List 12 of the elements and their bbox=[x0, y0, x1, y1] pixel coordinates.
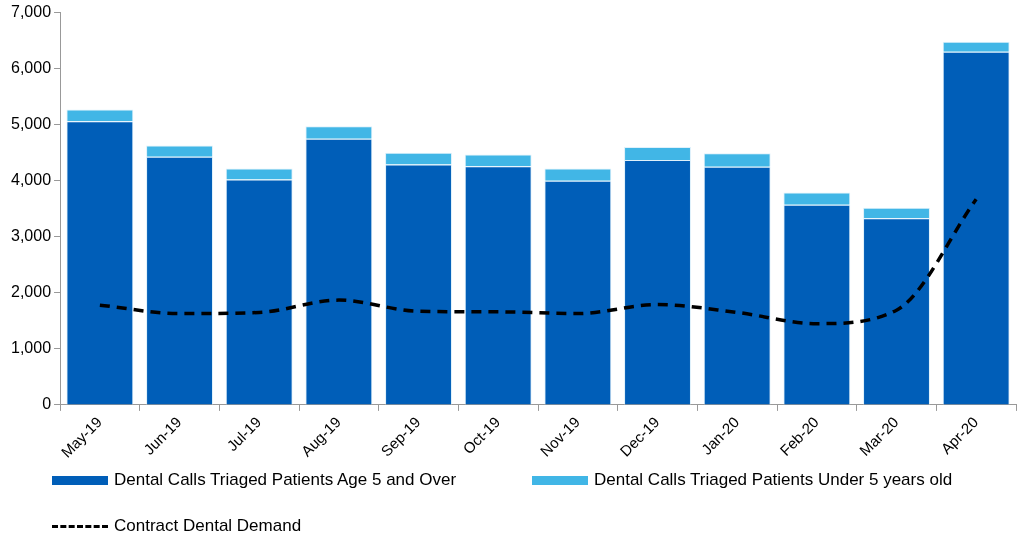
legend-label: Dental Calls Triaged Patients Age 5 and Over bbox=[114, 470, 457, 490]
legend-label: Dental Calls Triaged Patients Under 5 years old bbox=[594, 470, 953, 490]
y-tick-label: 5,000 bbox=[10, 115, 52, 133]
y-tick-label: 6,000 bbox=[10, 59, 52, 77]
y-tick-label: 2,000 bbox=[10, 283, 52, 301]
y-tick-label: 7,000 bbox=[10, 3, 52, 21]
line-series bbox=[98, 197, 978, 326]
y-tick-label: 0 bbox=[42, 395, 52, 413]
y-tick-label: 1,000 bbox=[10, 339, 52, 357]
legend-label: Contract Dental Demand bbox=[114, 516, 302, 536]
y-tick-label: 4,000 bbox=[10, 171, 52, 189]
y-tick-label: 3,000 bbox=[10, 227, 52, 245]
